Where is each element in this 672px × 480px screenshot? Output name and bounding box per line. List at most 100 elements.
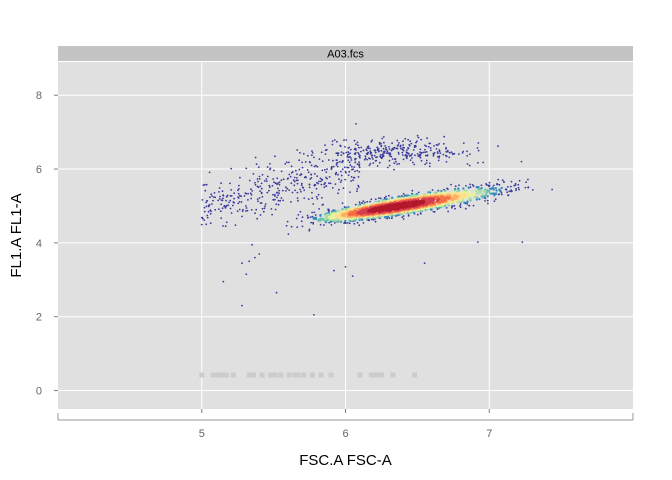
data-point bbox=[466, 154, 469, 157]
data-point bbox=[385, 195, 387, 198]
data-point bbox=[243, 195, 246, 197]
data-point bbox=[277, 194, 279, 197]
data-point bbox=[503, 181, 505, 184]
data-point bbox=[402, 146, 405, 149]
data-point bbox=[297, 214, 300, 216]
data-point bbox=[496, 183, 499, 186]
data-point bbox=[422, 151, 425, 154]
data-point bbox=[368, 372, 374, 378]
data-point bbox=[358, 155, 361, 158]
data-point bbox=[222, 280, 225, 283]
data-point bbox=[324, 153, 327, 156]
data-point bbox=[290, 225, 293, 228]
data-point bbox=[237, 189, 239, 192]
data-point bbox=[273, 169, 275, 172]
data-point bbox=[371, 156, 373, 159]
data-point bbox=[432, 153, 435, 156]
data-point bbox=[425, 145, 428, 148]
data-point bbox=[300, 173, 303, 176]
data-point bbox=[223, 205, 226, 208]
data-point bbox=[442, 153, 445, 156]
data-point bbox=[383, 141, 385, 144]
data-point bbox=[424, 148, 426, 151]
data-point bbox=[409, 159, 412, 162]
data-point bbox=[447, 188, 449, 191]
data-point bbox=[296, 191, 299, 194]
data-point bbox=[350, 180, 352, 182]
data-point bbox=[366, 200, 369, 203]
data-point bbox=[468, 204, 470, 207]
data-point bbox=[308, 186, 311, 189]
data-point bbox=[487, 202, 489, 205]
data-point bbox=[269, 168, 271, 171]
data-point bbox=[347, 166, 350, 169]
data-point bbox=[378, 150, 380, 153]
data-point bbox=[296, 197, 299, 200]
data-point bbox=[338, 178, 340, 181]
data-point bbox=[230, 189, 233, 191]
data-point bbox=[240, 195, 243, 198]
data-point bbox=[466, 200, 469, 203]
data-point bbox=[325, 185, 327, 187]
data-point bbox=[239, 176, 241, 179]
data-point bbox=[324, 149, 327, 152]
data-point bbox=[337, 154, 339, 157]
data-point bbox=[229, 207, 232, 210]
data-point bbox=[423, 262, 426, 265]
data-point bbox=[381, 137, 384, 140]
data-point bbox=[406, 154, 409, 157]
data-point bbox=[367, 151, 370, 154]
data-point bbox=[274, 155, 276, 158]
data-point bbox=[382, 154, 385, 157]
data-point bbox=[457, 187, 460, 190]
data-point bbox=[354, 161, 357, 164]
data-point bbox=[341, 202, 344, 205]
data-point bbox=[310, 164, 313, 167]
data-point bbox=[369, 147, 371, 150]
data-point bbox=[277, 182, 280, 185]
data-point bbox=[241, 215, 243, 218]
data-point bbox=[219, 210, 222, 213]
data-point bbox=[349, 152, 351, 155]
data-point bbox=[358, 164, 360, 167]
data-point bbox=[477, 149, 480, 152]
data-point bbox=[493, 200, 496, 203]
data-point bbox=[383, 152, 386, 154]
data-point bbox=[313, 165, 316, 168]
data-point bbox=[245, 205, 247, 207]
data-point bbox=[311, 215, 314, 218]
data-point bbox=[308, 183, 311, 186]
data-point bbox=[229, 199, 232, 202]
data-point bbox=[357, 186, 360, 188]
data-point bbox=[337, 192, 339, 195]
data-point bbox=[259, 190, 261, 193]
data-point bbox=[240, 201, 243, 203]
data-point bbox=[385, 215, 388, 219]
data-point bbox=[325, 176, 327, 179]
data-point bbox=[206, 216, 209, 219]
data-point bbox=[369, 162, 372, 165]
data-point bbox=[443, 142, 445, 145]
data-point bbox=[292, 372, 298, 378]
data-point bbox=[385, 149, 388, 151]
data-point bbox=[309, 216, 312, 219]
data-point bbox=[393, 162, 396, 165]
data-point bbox=[420, 159, 423, 162]
data-point bbox=[254, 212, 256, 215]
data-point bbox=[299, 210, 302, 213]
data-point bbox=[385, 197, 388, 201]
data-point bbox=[244, 192, 247, 195]
data-point bbox=[314, 217, 318, 220]
data-point bbox=[307, 171, 310, 174]
data-point bbox=[369, 200, 371, 203]
data-point bbox=[390, 372, 396, 378]
data-point bbox=[199, 372, 205, 378]
data-point bbox=[445, 148, 447, 150]
data-point bbox=[293, 180, 296, 183]
data-point bbox=[209, 222, 212, 225]
data-point bbox=[300, 190, 302, 193]
data-point bbox=[280, 179, 283, 182]
data-point bbox=[435, 148, 438, 150]
data-point bbox=[517, 183, 520, 186]
data-point bbox=[509, 185, 512, 188]
